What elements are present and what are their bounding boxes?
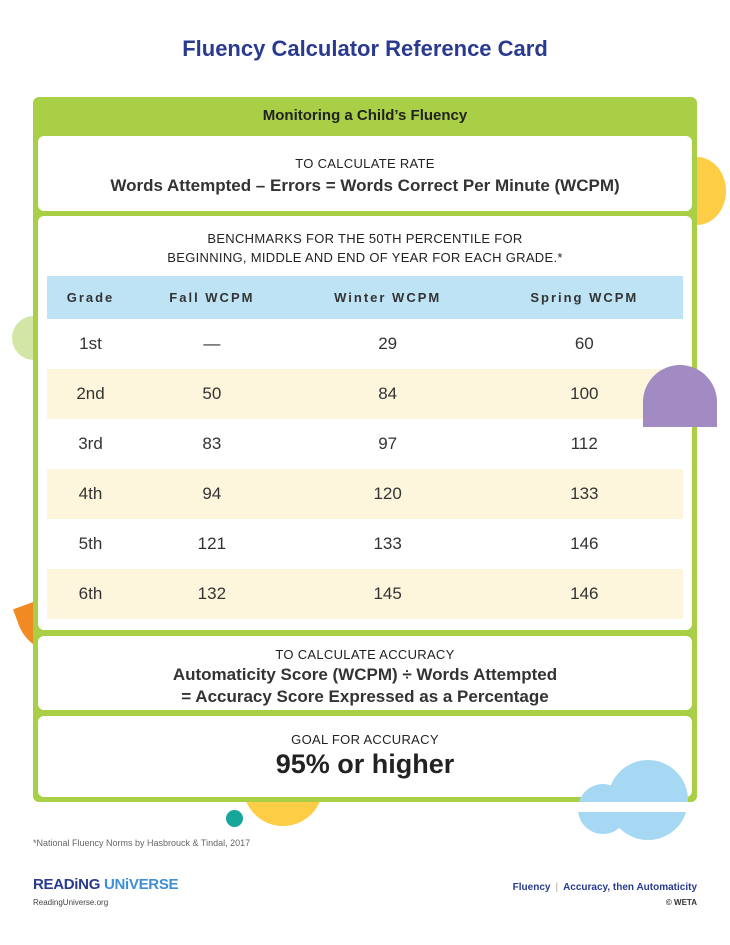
winter-cell: 133: [373, 534, 402, 553]
spring-cell: 146: [485, 569, 683, 619]
benchmarks-table: Grade Fall WCPM Winter WCPM Spring WCPM …: [47, 276, 683, 619]
table-row: 4th 94 120 133: [47, 469, 683, 519]
column-header-spring: Spring WCPM: [485, 276, 683, 319]
accuracy-section: TO CALCULATE ACCURACY Automaticity Score…: [38, 636, 692, 710]
column-header-grade: Grade: [47, 276, 134, 319]
table-row: 1st — 29 60: [47, 319, 683, 369]
fall-cell: —: [203, 334, 221, 353]
goal-caption: GOAL FOR ACCURACY: [291, 732, 439, 747]
fall-cell: 132: [134, 569, 290, 619]
footnote: *National Fluency Norms by Hasbrouck & T…: [33, 838, 251, 848]
grade-cell: 1st: [79, 334, 102, 353]
accuracy-formula-2: = Accuracy Score Expressed as a Percenta…: [181, 687, 549, 706]
benchmarks-caption-1: BENCHMARKS FOR THE 50TH PERCENTILE FOR: [207, 231, 523, 246]
rate-section: TO CALCULATE RATE Words Attempted – Erro…: [38, 136, 692, 211]
blue-cloud-decoration: [578, 760, 712, 840]
table-row: 3rd 83 97 112: [47, 419, 683, 469]
fall-cell: 94: [134, 469, 290, 519]
fall-cell: 50: [134, 369, 290, 419]
series-subtopic: Accuracy, then Automaticity: [563, 882, 697, 893]
spring-cell: 146: [570, 534, 599, 553]
goal-value: 95% or higher: [275, 749, 455, 779]
winter-cell: 29: [378, 334, 398, 353]
site-url[interactable]: ReadingUniverse.org: [33, 898, 109, 907]
copyright: © WETA: [665, 898, 697, 907]
table-row: 6th 132 145 146: [47, 569, 683, 619]
table-row: 5th 121 133 146: [47, 519, 683, 569]
accuracy-formula-1: Automaticity Score (WCPM) ÷ Words Attemp…: [172, 665, 558, 684]
grade-cell: 5th: [78, 534, 103, 553]
winter-cell: 120: [289, 469, 486, 519]
grade-cell: 3rd: [78, 434, 103, 453]
benchmarks-caption-2: BEGINNING, MIDDLE AND END OF YEAR FOR EA…: [167, 250, 563, 265]
column-header-fall: Fall WCPM: [134, 276, 290, 319]
grade-cell: 6th: [47, 569, 134, 619]
series-topic: Fluency: [512, 882, 551, 893]
winter-cell: 84: [289, 369, 486, 419]
logo-part-2: UNiVERSE: [103, 876, 179, 893]
rate-caption: TO CALCULATE RATE: [295, 156, 435, 171]
teal-dot-decoration: [226, 810, 243, 827]
column-header-winter: Winter WCPM: [289, 276, 486, 319]
spring-cell: 60: [574, 334, 594, 353]
fall-cell: 83: [202, 434, 222, 453]
goal-section: GOAL FOR ACCURACY 95% or higher: [38, 716, 692, 797]
reading-universe-logo: READiNG UNiVERSE: [33, 876, 179, 893]
accuracy-caption: TO CALCULATE ACCURACY: [275, 647, 455, 662]
winter-cell: 145: [289, 569, 486, 619]
spring-cell: 112: [570, 434, 598, 453]
fall-cell: 121: [197, 534, 227, 553]
rate-formula: Words Attempted – Errors = Words Correct…: [110, 176, 620, 195]
page-title: Fluency Calculator Reference Card: [182, 36, 548, 61]
grade-cell: 4th: [47, 469, 134, 519]
grade-cell: 2nd: [47, 369, 134, 419]
winter-cell: 97: [378, 434, 398, 453]
benchmarks-section: BENCHMARKS FOR THE 50TH PERCENTILE FOR B…: [38, 216, 692, 630]
logo-part-1: READiNG: [33, 876, 101, 893]
series-label: Fluency | Accuracy, then Automaticity: [512, 882, 697, 893]
spring-cell: 133: [485, 469, 683, 519]
table-row: 2nd 50 84 100: [47, 369, 683, 419]
card-header: Monitoring a Child’s Fluency: [262, 107, 468, 124]
purple-half-circle-decoration: [643, 365, 717, 427]
